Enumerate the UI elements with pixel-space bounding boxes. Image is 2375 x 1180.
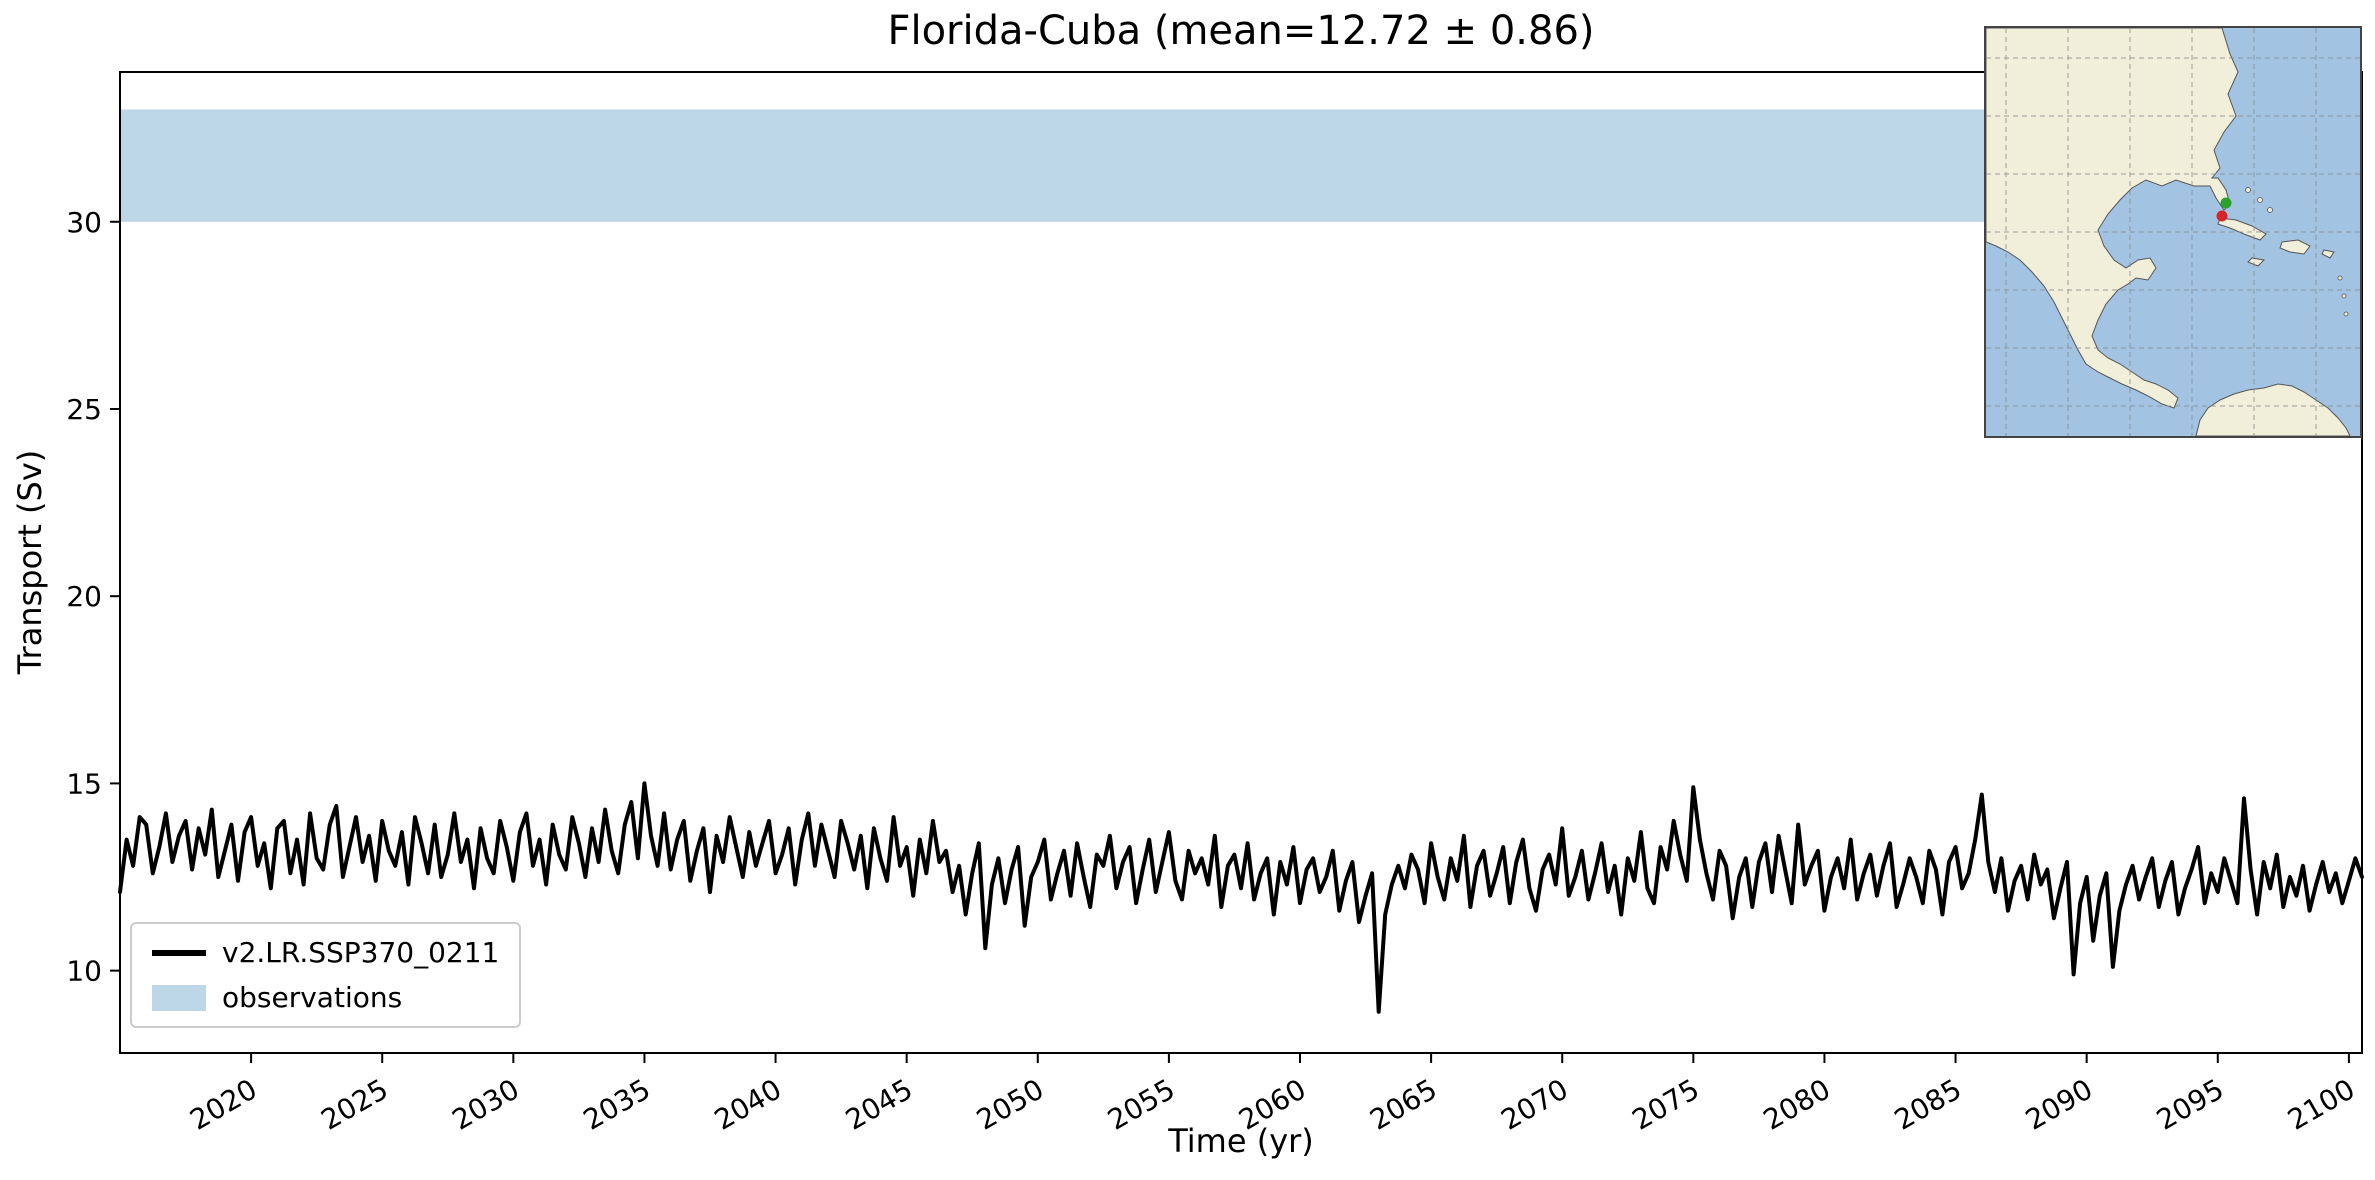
marker-cuba-red xyxy=(2216,210,2228,222)
y-tick-label: 30 xyxy=(66,206,102,239)
chart-title: Florida-Cuba (mean=12.72 ± 0.86) xyxy=(887,8,1595,54)
legend-line-swatch xyxy=(152,949,206,956)
inset-land-bahamas xyxy=(2245,187,2251,193)
y-tick-label: 20 xyxy=(66,580,102,613)
inset-land-antilles xyxy=(2341,293,2347,299)
inset-land-puerto-rico xyxy=(2321,249,2335,259)
legend-patch-swatch xyxy=(152,984,206,1011)
inset-land-bahamas xyxy=(2267,207,2273,213)
inset-land-bahamas xyxy=(2257,197,2263,203)
legend-label-observations: observations xyxy=(222,981,403,1014)
marker-florida-green xyxy=(2220,197,2232,209)
inset-land-antilles xyxy=(2337,275,2343,281)
axes-frame xyxy=(119,71,2363,1054)
series-line xyxy=(118,781,2364,1014)
inset-land-north-america xyxy=(1986,28,2239,409)
y-tick-label: 15 xyxy=(66,767,102,800)
inset-gridlines xyxy=(1986,28,2360,436)
legend: v2.LR.SSP370_0211 observations xyxy=(130,922,522,1028)
legend-entry-series: v2.LR.SSP370_0211 xyxy=(152,936,499,969)
inset-land-jamaica xyxy=(2247,257,2266,267)
inset-map xyxy=(1984,26,2362,438)
inset-land-south-america xyxy=(2195,383,2351,436)
inset-land-hispaniola xyxy=(2279,239,2311,255)
y-tick-label: 25 xyxy=(66,393,102,426)
legend-entry-observations: observations xyxy=(152,981,499,1014)
y-tick-label: 10 xyxy=(66,955,102,988)
legend-label-series: v2.LR.SSP370_0211 xyxy=(222,936,500,969)
inset-land-cuba xyxy=(2217,217,2267,241)
y-axis-label: Transport (Sv) xyxy=(11,449,49,675)
inset-land-antilles xyxy=(2343,311,2349,317)
x-axis-label: Time (yr) xyxy=(1168,1122,1314,1160)
